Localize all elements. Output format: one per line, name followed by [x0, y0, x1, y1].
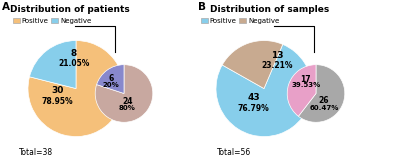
Text: B: B	[198, 2, 206, 12]
Text: 80%: 80%	[119, 105, 136, 112]
Text: 43: 43	[247, 93, 260, 102]
Text: 26: 26	[319, 96, 329, 105]
Wedge shape	[222, 41, 283, 89]
Wedge shape	[216, 44, 312, 137]
Text: 21.05%: 21.05%	[58, 59, 89, 68]
Wedge shape	[30, 41, 76, 89]
Text: 17: 17	[301, 75, 311, 84]
Text: 13: 13	[271, 51, 284, 60]
Text: Total=56: Total=56	[217, 148, 251, 157]
Text: 20%: 20%	[103, 82, 120, 88]
Wedge shape	[95, 65, 153, 122]
Text: Distribution of patients: Distribution of patients	[10, 5, 130, 14]
Text: A: A	[2, 2, 10, 12]
Text: 76.79%: 76.79%	[238, 104, 269, 113]
Text: 8: 8	[70, 50, 77, 59]
Legend: Single pathogen, Multiple pathogens: Single pathogen, Multiple pathogens	[33, 162, 102, 164]
Text: 24: 24	[122, 97, 133, 106]
Wedge shape	[298, 65, 345, 122]
Legend: Positive, Negative: Positive, Negative	[198, 15, 282, 27]
Wedge shape	[287, 65, 316, 116]
Text: 78.95%: 78.95%	[42, 98, 74, 106]
Wedge shape	[28, 41, 124, 137]
Text: 39.53%: 39.53%	[291, 82, 320, 88]
Text: Distribution of samples: Distribution of samples	[210, 5, 330, 14]
Text: 60.47%: 60.47%	[309, 105, 339, 111]
Legend: Tissue sample, Pus sample: Tissue sample, Pus sample	[222, 162, 276, 164]
Text: Total=38: Total=38	[19, 148, 53, 157]
Text: 30: 30	[52, 86, 64, 95]
Text: 6: 6	[108, 74, 114, 83]
Legend: Positive, Negative: Positive, Negative	[10, 15, 94, 27]
Wedge shape	[97, 65, 124, 93]
Text: 23.21%: 23.21%	[262, 61, 293, 70]
